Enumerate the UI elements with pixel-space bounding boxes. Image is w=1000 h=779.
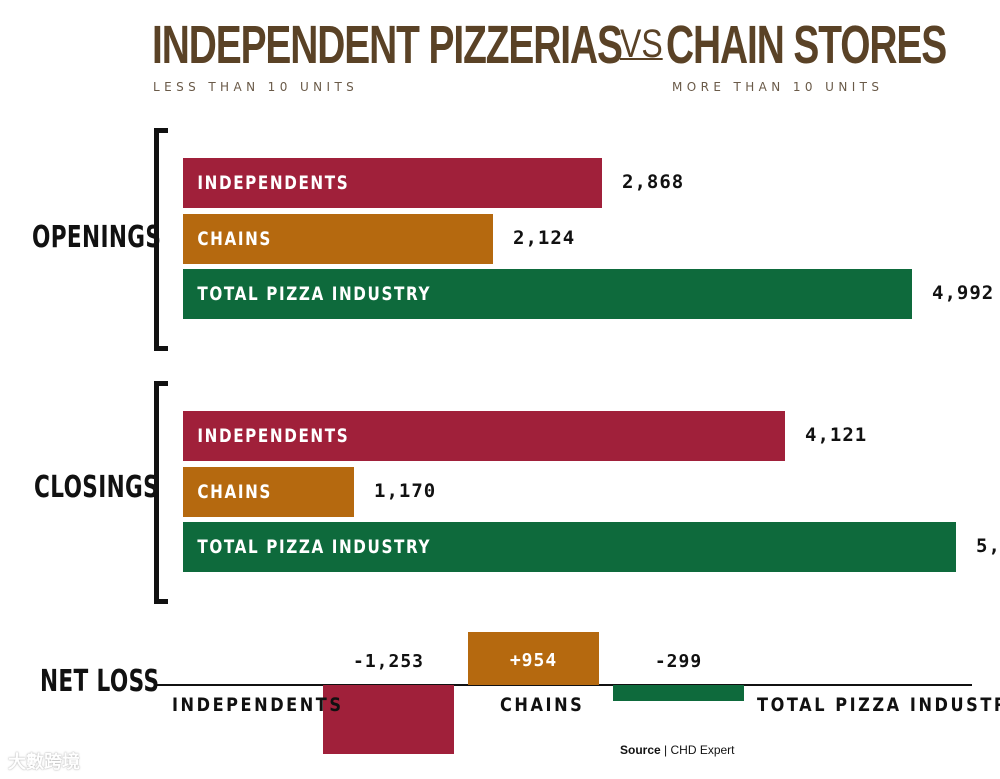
bar-label: CHAINS xyxy=(197,481,272,503)
net-bar-chains xyxy=(468,632,599,685)
source-separator: | xyxy=(664,743,668,757)
subtitle-more-than-10-units: MORE THAN 10 UNITS xyxy=(672,80,884,94)
bar-openings-independents: INDEPENDENTS xyxy=(183,158,602,208)
bar-label: INDEPENDENTS xyxy=(197,425,350,447)
group-label-net-loss: NET LOSS xyxy=(40,664,160,699)
net-value-label: +954 xyxy=(509,650,558,671)
bar-value-label: 2,124 xyxy=(513,227,576,249)
title-independent-pizzerias: INDEPENDENT PIZZERIAS xyxy=(152,15,623,75)
bar-value-label: 4,121 xyxy=(805,424,868,446)
source-text: CHD Expert xyxy=(670,743,735,757)
source-note: Source | CHD Expert xyxy=(620,743,735,757)
bar-value-label: 4,992 xyxy=(932,282,995,304)
bar-label: TOTAL PIZZA INDUSTRY xyxy=(197,536,432,558)
net-bar-total-pizza-industry xyxy=(613,685,744,701)
source-label: Source xyxy=(620,743,661,757)
watermark-logo: 大數跨境 xyxy=(8,752,80,773)
bar-label: CHAINS xyxy=(197,228,272,250)
bar-label: TOTAL PIZZA INDUSTRY xyxy=(197,283,432,305)
bracket-openings xyxy=(154,128,168,351)
net-category-chains: CHAINS xyxy=(500,694,585,716)
bar-closings-chains: CHAINS xyxy=(183,467,354,517)
bar-value-label: 2,868 xyxy=(622,171,685,193)
net-value-label: -1,253 xyxy=(352,651,425,672)
title-row: INDEPENDENT PIZZERIAS VS CHAIN STORES xyxy=(152,10,947,80)
bar-openings-chains: CHAINS xyxy=(183,214,493,264)
net-category-total: TOTAL PIZZA INDUSTRY xyxy=(757,694,1000,716)
bar-closings-independents: INDEPENDENTS xyxy=(183,411,785,461)
net-value-label: -299 xyxy=(654,651,703,672)
net-bar-independents xyxy=(323,685,454,754)
title-chain-stores: CHAIN STORES xyxy=(666,15,947,75)
bar-closings-total-pizza-industry: TOTAL PIZZA INDUSTRY xyxy=(183,522,956,572)
subtitle-less-than-10-units: LESS THAN 10 UNITS xyxy=(153,80,359,94)
group-label-openings: OPENINGS xyxy=(32,220,162,255)
bar-value-label: 1,170 xyxy=(374,480,437,502)
bar-value-label: 5,291 xyxy=(976,535,1000,557)
bar-label: INDEPENDENTS xyxy=(197,172,350,194)
net-category-independents: INDEPENDENTS xyxy=(172,694,344,716)
bar-openings-total-pizza-industry: TOTAL PIZZA INDUSTRY xyxy=(183,269,912,319)
bracket-closings xyxy=(154,381,168,604)
net-axis-line xyxy=(154,684,972,686)
title-vs: VS xyxy=(620,22,663,66)
group-label-closings: CLOSINGS xyxy=(34,470,160,505)
